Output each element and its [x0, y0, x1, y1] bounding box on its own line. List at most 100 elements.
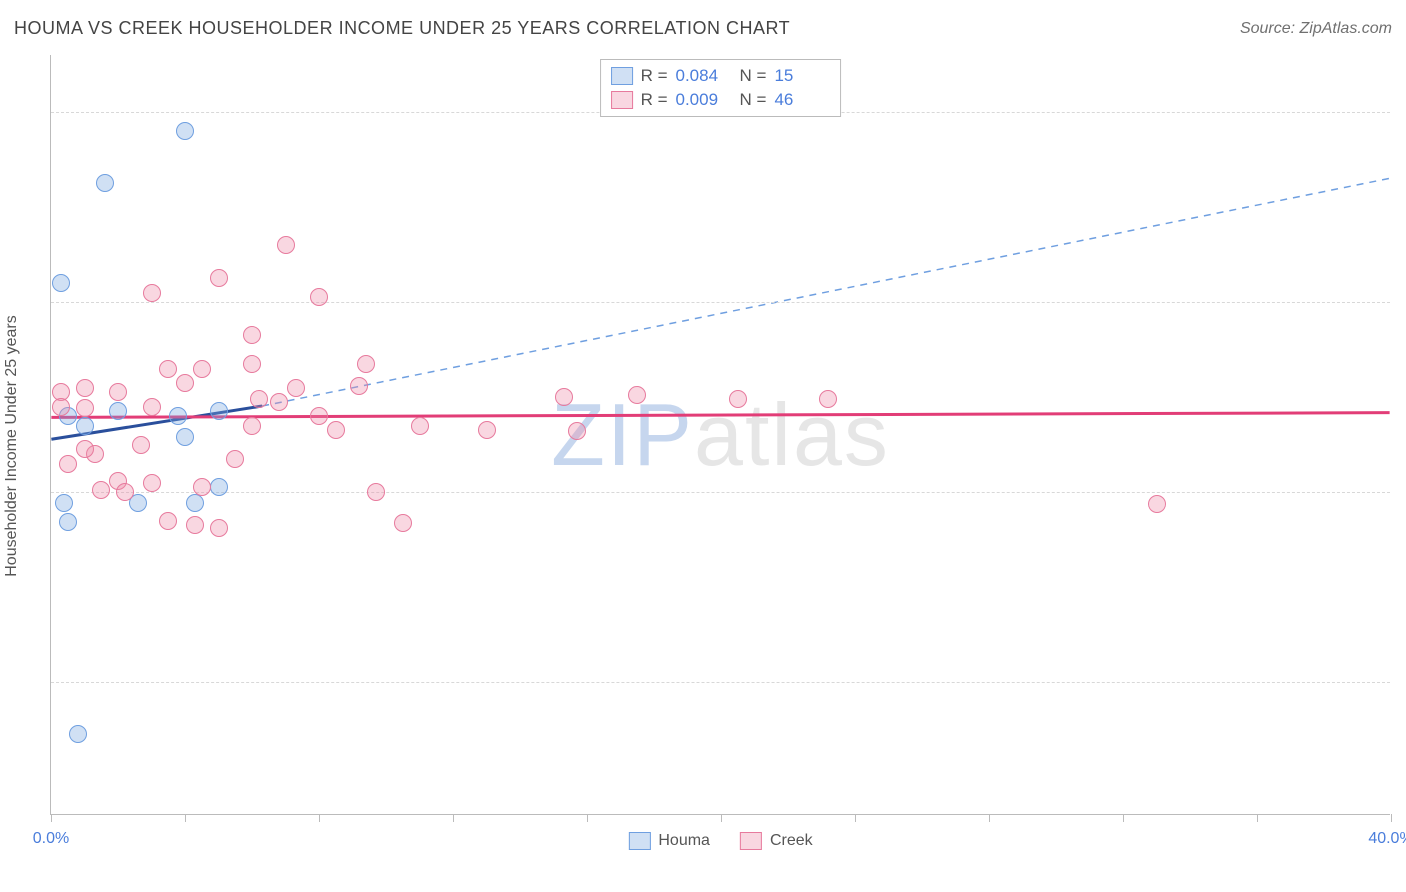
x-tick-mark [1391, 814, 1392, 822]
series-legend-item: Houma [628, 832, 710, 850]
data-point [69, 725, 87, 743]
data-point [169, 407, 187, 425]
data-point [76, 417, 94, 435]
r-label: R = [641, 88, 668, 112]
watermark-light: atlas [694, 385, 890, 484]
data-point [1148, 495, 1166, 513]
series-legend-item: Creek [740, 832, 813, 850]
data-point [143, 474, 161, 492]
n-value: 46 [774, 88, 830, 112]
gridline-horizontal [51, 492, 1390, 493]
r-value: 0.009 [676, 88, 732, 112]
data-point [109, 383, 127, 401]
data-point [270, 393, 288, 411]
series-legend: Houma Creek [628, 832, 812, 850]
data-point [109, 402, 127, 420]
data-point [555, 388, 573, 406]
data-point [819, 390, 837, 408]
legend-swatch [740, 832, 762, 850]
x-tick-mark [1257, 814, 1258, 822]
x-axis-min-label: 0.0% [33, 830, 69, 848]
data-point [357, 355, 375, 373]
legend-swatch [628, 832, 650, 850]
y-tick-label: $80,000 [1400, 103, 1406, 121]
data-point [132, 436, 150, 454]
data-point [143, 398, 161, 416]
data-point [310, 407, 328, 425]
x-tick-mark [319, 814, 320, 822]
x-tick-mark [453, 814, 454, 822]
data-point [226, 450, 244, 468]
x-tick-mark [855, 814, 856, 822]
data-point [59, 513, 77, 531]
stats-legend: R = 0.084 N = 15 R = 0.009 N = 46 [600, 59, 842, 117]
data-point [186, 494, 204, 512]
y-axis-title: Householder Income Under 25 years [3, 315, 21, 576]
data-point [176, 374, 194, 392]
data-point [210, 519, 228, 537]
n-label: N = [740, 88, 767, 112]
data-point [411, 417, 429, 435]
data-point [176, 122, 194, 140]
trend-lines-layer [51, 55, 1390, 814]
y-tick-label: $20,000 [1400, 673, 1406, 691]
x-tick-mark [989, 814, 990, 822]
data-point [210, 402, 228, 420]
data-point [52, 274, 70, 292]
data-point [250, 390, 268, 408]
data-point [176, 428, 194, 446]
legend-swatch [611, 67, 633, 85]
data-point [116, 483, 134, 501]
r-label: R = [641, 64, 668, 88]
data-point [193, 478, 211, 496]
data-point [367, 483, 385, 501]
data-point [210, 478, 228, 496]
stats-legend-row: R = 0.009 N = 46 [611, 88, 831, 112]
n-label: N = [740, 64, 767, 88]
chart-title: HOUMA VS CREEK HOUSEHOLDER INCOME UNDER … [14, 18, 790, 39]
x-tick-mark [185, 814, 186, 822]
source-attribution: Source: ZipAtlas.com [1240, 20, 1392, 38]
data-point [628, 386, 646, 404]
stats-legend-row: R = 0.084 N = 15 [611, 64, 831, 88]
data-point [729, 390, 747, 408]
data-point [193, 360, 211, 378]
data-point [210, 269, 228, 287]
data-point [159, 512, 177, 530]
watermark: ZIPatlas [551, 384, 890, 486]
data-point [277, 236, 295, 254]
y-tick-label: $60,000 [1400, 293, 1406, 311]
data-point [327, 421, 345, 439]
x-tick-mark [721, 814, 722, 822]
n-value: 15 [774, 64, 830, 88]
data-point [478, 421, 496, 439]
data-point [310, 288, 328, 306]
data-point [76, 399, 94, 417]
x-tick-mark [51, 814, 52, 822]
data-point [59, 455, 77, 473]
y-tick-label: $40,000 [1400, 483, 1406, 501]
data-point [243, 355, 261, 373]
series-legend-label: Houma [658, 832, 710, 850]
gridline-horizontal [51, 302, 1390, 303]
gridline-horizontal [51, 682, 1390, 683]
chart-header: HOUMA VS CREEK HOUSEHOLDER INCOME UNDER … [14, 18, 1392, 39]
data-point [52, 398, 70, 416]
data-point [55, 494, 73, 512]
series-legend-label: Creek [770, 832, 813, 850]
x-axis-max-label: 40.0% [1368, 830, 1406, 848]
data-point [243, 417, 261, 435]
r-value: 0.084 [676, 64, 732, 88]
data-point [143, 284, 161, 302]
data-point [76, 440, 94, 458]
data-point [186, 516, 204, 534]
data-point [76, 379, 94, 397]
data-point [92, 481, 110, 499]
data-point [394, 514, 412, 532]
x-tick-mark [1123, 814, 1124, 822]
trend-line [262, 178, 1389, 406]
scatter-plot-area: ZIPatlas R =0.084N =15R =0.009N =46 Houm… [50, 55, 1390, 815]
data-point [287, 379, 305, 397]
data-point [350, 377, 368, 395]
x-tick-mark [587, 814, 588, 822]
